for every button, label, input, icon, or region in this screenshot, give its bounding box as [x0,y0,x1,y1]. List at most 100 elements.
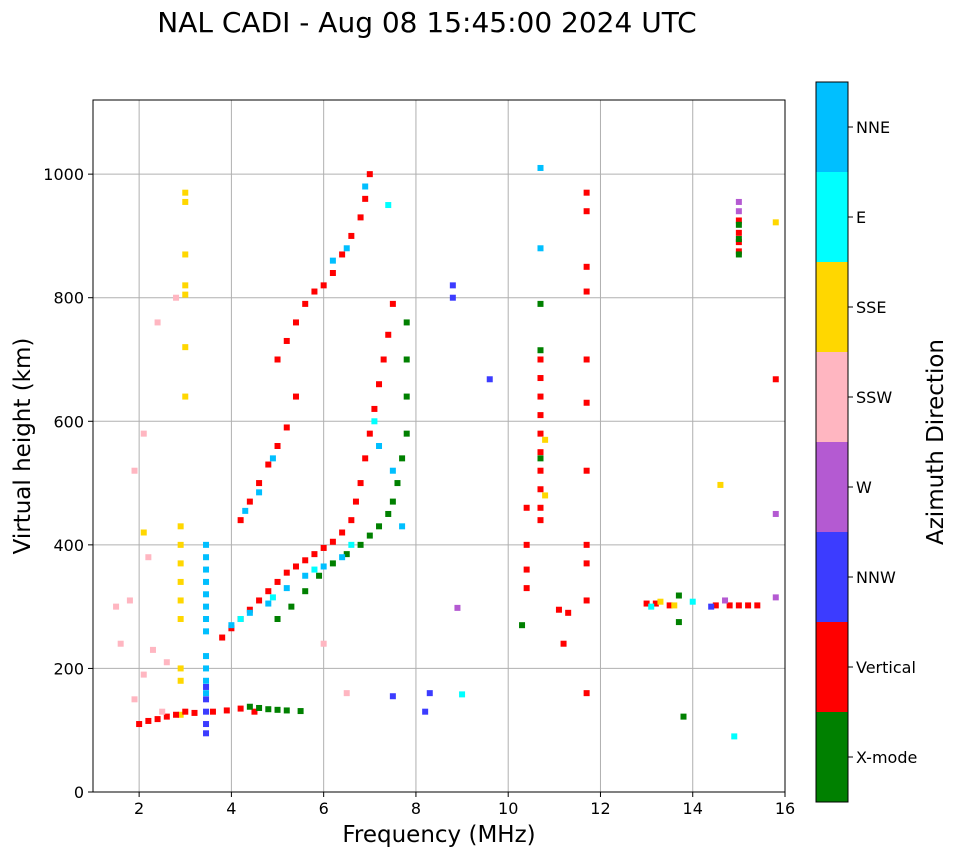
echo-point [283,569,290,576]
echo-point [459,691,466,698]
echo-point [274,443,281,449]
echo-point [735,221,742,228]
echo-point [251,708,258,715]
echo-point [269,594,276,601]
echo-point [182,198,189,205]
x-tick-label: 10 [498,799,518,818]
echo-point [371,418,378,425]
echo-point [173,294,180,301]
echo-point [537,430,544,437]
echo-point [311,288,318,295]
echo-point [163,659,170,666]
echo-point [735,236,742,243]
echo-point [385,202,392,209]
echo-point [689,598,696,605]
colorbar-frame [815,81,849,803]
echo-point [680,713,687,720]
colorbar-label: Vertical [856,658,916,677]
echo-point [343,551,350,558]
echo-point [735,239,742,246]
echo-point [583,356,590,363]
echo-point [209,708,216,715]
echo-point [537,356,544,363]
echo-point [246,498,253,505]
echo-point [735,198,742,205]
echo-point [320,563,327,570]
echo-point [320,282,327,289]
echo-point [523,504,530,511]
echo-point [182,291,189,298]
echo-point [385,510,392,517]
echo-point [228,625,235,632]
echo-point [203,708,210,715]
y-tick-label: 1000 [43,165,84,184]
echo-point [136,721,143,728]
colorbar-label: NNW [856,568,896,587]
echo-point [283,424,290,431]
echo-point [320,640,327,647]
echo-point [246,609,253,616]
echo-point [237,705,244,712]
echo-point [203,721,210,728]
colorbar-segment [816,442,848,532]
echo-point [159,708,166,715]
echo-point [237,616,244,622]
echo-point [772,594,779,601]
echo-point [274,706,281,713]
echo-point [537,347,544,354]
echo-point [177,677,184,684]
echo-point [256,480,263,487]
echo-point [772,510,779,517]
echo-point [722,597,729,604]
echo-point [203,628,210,635]
echo-point [140,529,147,536]
echo-point [726,602,733,609]
echo-point [731,733,738,740]
echo-point [671,602,678,609]
echo-point [735,208,742,215]
echo-point [283,337,290,344]
echo-point [145,554,152,561]
echo-point [523,541,530,548]
echo-point [113,603,120,610]
echo-point [389,498,396,505]
y-tick-label: 0 [74,783,84,802]
echo-point [735,251,742,258]
colorbar-segment [816,532,848,622]
echo-point [449,294,456,301]
echo-point [343,245,350,252]
colorbar-segment [816,172,848,262]
echo-point [735,602,742,609]
echo-point [256,597,263,604]
echo-point [329,257,336,264]
echo-point [754,602,761,609]
echo-point [302,557,309,564]
echo-point [223,707,230,714]
echo-point [203,603,210,610]
data-marks [113,164,779,740]
echo-point [302,300,309,307]
echo-point [292,319,299,326]
echo-point [735,229,742,236]
echo-point [352,498,359,505]
echo-point [389,467,396,474]
echo-point [343,690,350,697]
echo-point [177,711,184,718]
echo-point [182,393,189,400]
echo-point [302,588,309,595]
echo-point [537,486,544,493]
echo-point [265,588,272,595]
echo-point [403,430,410,437]
echo-point [403,356,410,363]
echo-point [454,604,461,611]
echo-point [329,560,336,567]
echo-point [274,356,281,363]
echo-point [177,541,184,548]
x-tick-label: 14 [683,799,703,818]
echo-point [339,251,346,258]
x-tick-label: 8 [411,799,421,818]
colorbar-segment [816,622,848,712]
echo-point [583,208,590,215]
echo-point [311,551,318,558]
